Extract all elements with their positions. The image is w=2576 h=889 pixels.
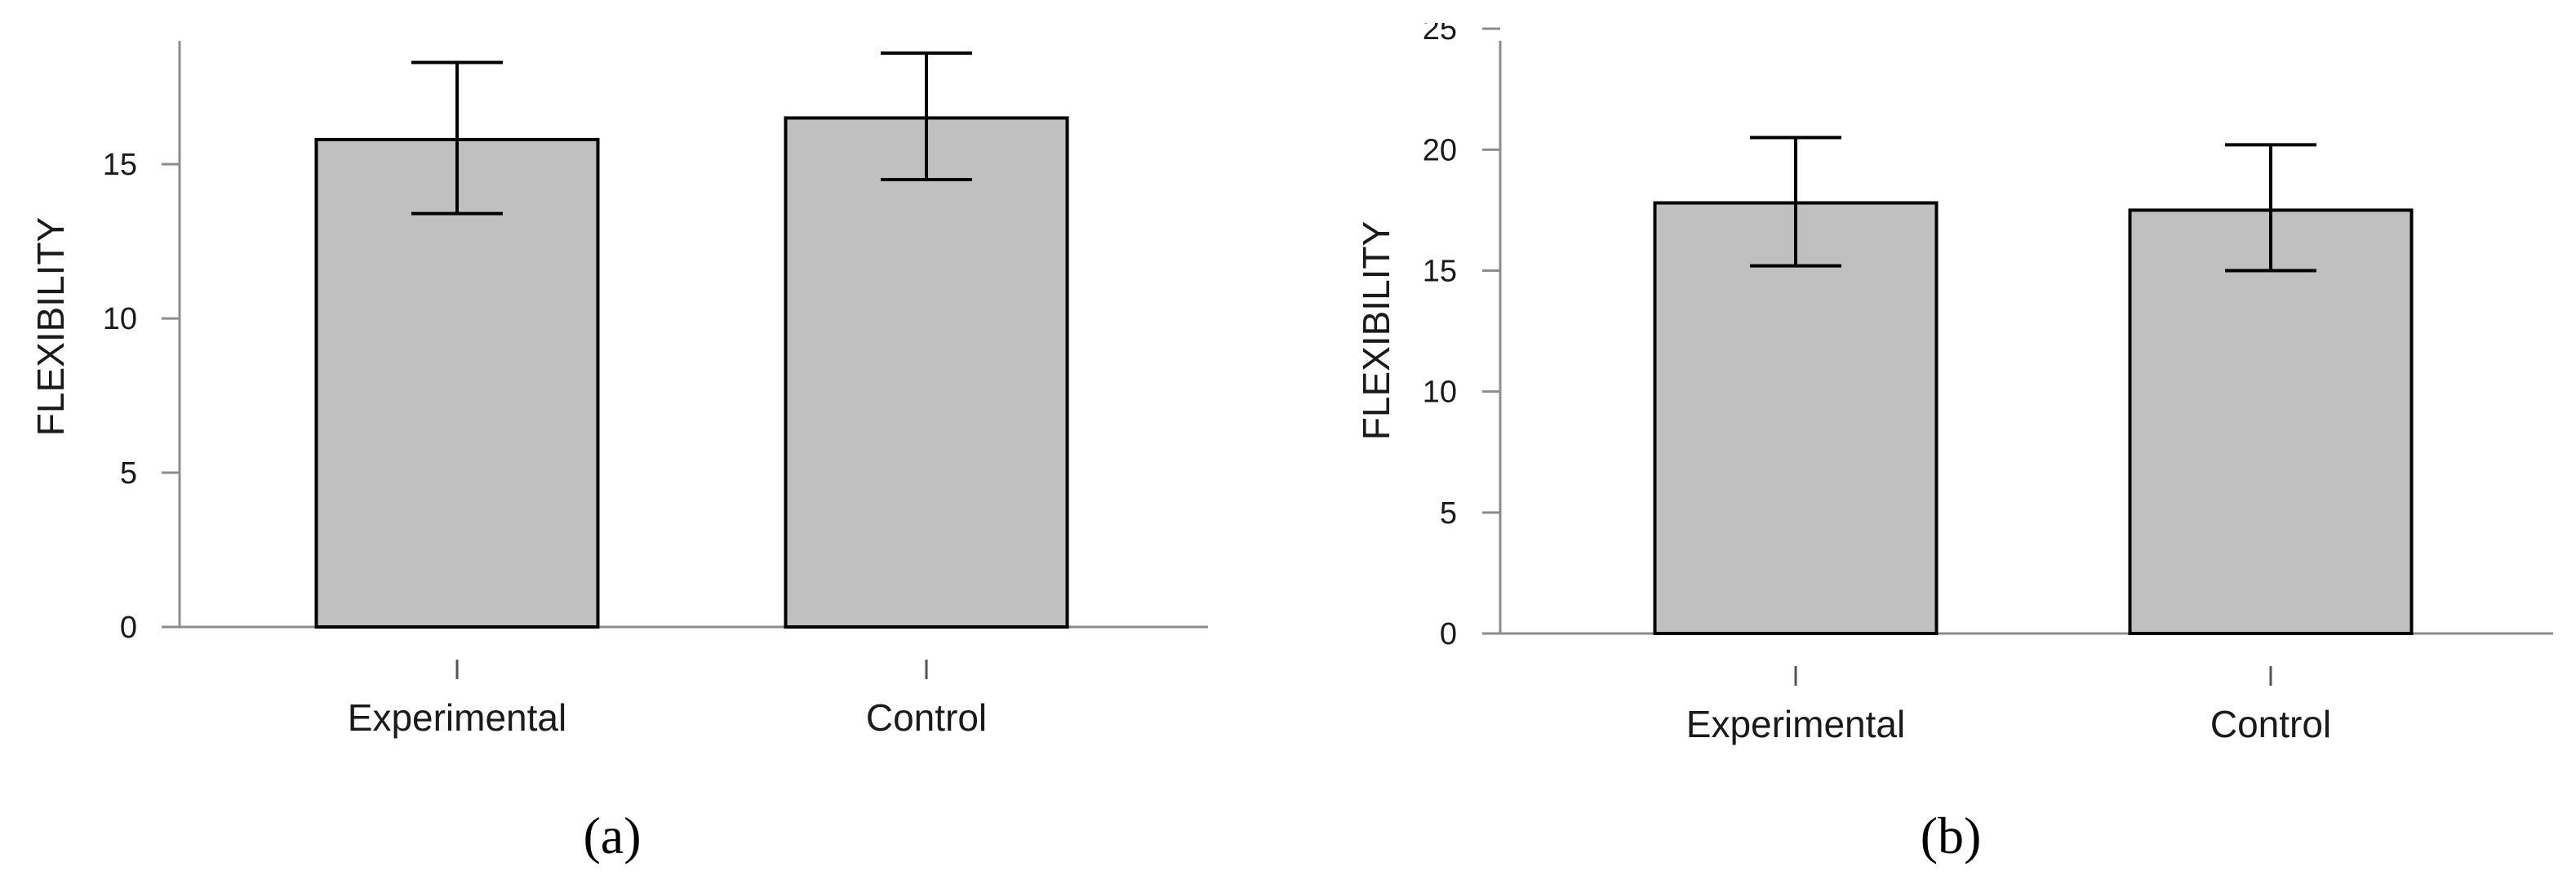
y-tick-label: 15 (103, 148, 137, 182)
y-tick-label: 25 (1423, 12, 1457, 47)
panel-label: (a) (583, 807, 641, 865)
bar (314, 137, 600, 629)
y-tick-label: 0 (1440, 617, 1457, 651)
y-axis-title: FLEXIBILITY (1355, 221, 1397, 440)
panel-label: (b) (1921, 807, 1982, 865)
y-axis-title: FLEXIBILITY (29, 217, 72, 436)
chart-panel-a: FLEXIBILITY (a) 0 5 10 15 Experimental Contro… (29, 41, 1208, 865)
x-tick-label: Control (866, 696, 987, 739)
x-tick-label: Control (2210, 703, 2331, 745)
y-tick-label: 0 (120, 611, 137, 645)
y-tick-label: 10 (103, 302, 137, 336)
y-tick-label: 10 (1423, 376, 1457, 410)
y-tick-label: 20 (1423, 133, 1457, 167)
x-tick-label: Experimental (1686, 703, 1905, 745)
y-tick-label: 5 (1440, 496, 1457, 531)
bar (1653, 201, 1939, 636)
y-tick-label: 15 (1423, 255, 1457, 289)
y-tick-label: 5 (120, 456, 137, 491)
x-tick-label: Experimental (348, 696, 566, 739)
chart-panel-b: FLEXIBILITY (b) 0 5 10 15 20 25 Experimental Co… (1355, 12, 2553, 865)
bar (2128, 208, 2414, 635)
bar (784, 116, 1069, 629)
